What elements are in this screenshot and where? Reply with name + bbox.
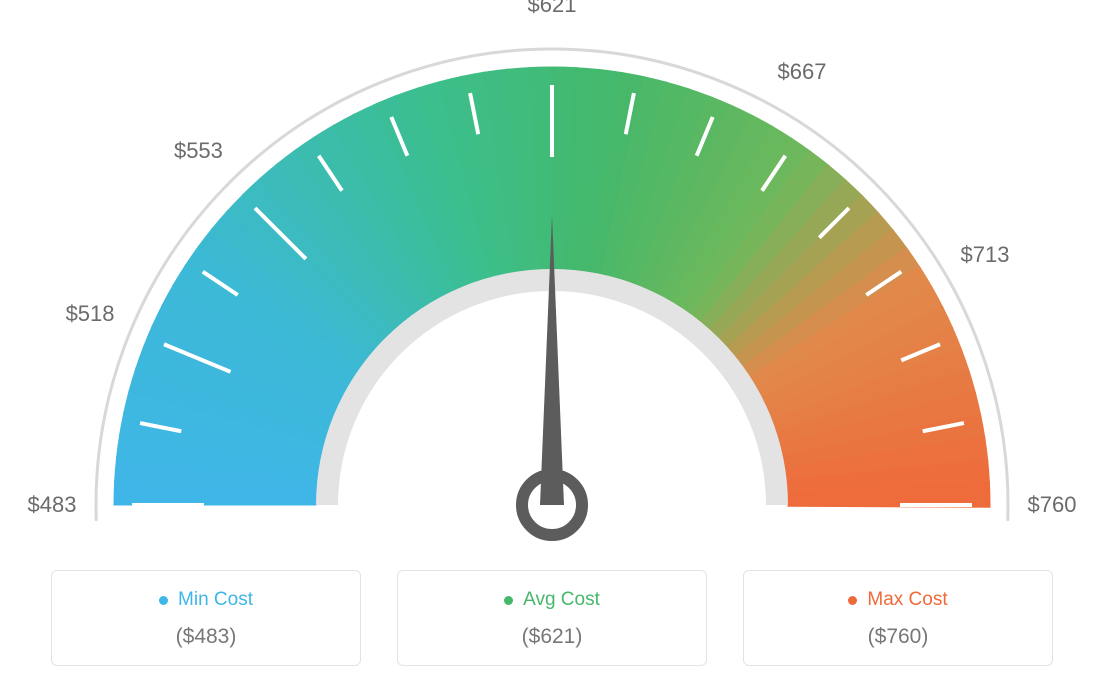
gauge-svg xyxy=(0,0,1104,570)
gauge-tick-label: $483 xyxy=(28,492,77,518)
legend-dot-min xyxy=(159,596,168,605)
legend-row: Min Cost ($483) Avg Cost ($621) Max Cost… xyxy=(0,570,1104,666)
legend-card-max: Max Cost ($760) xyxy=(743,570,1053,666)
gauge-tick-label: $713 xyxy=(961,242,1010,268)
cost-gauge: $483 $518 $553 $621 $667 $713 $760 xyxy=(0,0,1104,570)
gauge-tick-label: $760 xyxy=(1028,492,1077,518)
legend-dot-max xyxy=(848,596,857,605)
legend-title-min-text: Min Cost xyxy=(178,589,253,611)
legend-value-max: ($760) xyxy=(756,625,1040,649)
legend-value-avg: ($621) xyxy=(410,625,694,649)
legend-dot-avg xyxy=(504,596,513,605)
gauge-tick-label: $518 xyxy=(66,301,115,327)
legend-value-min: ($483) xyxy=(64,625,348,649)
legend-title-max: Max Cost xyxy=(848,589,947,611)
gauge-tick-label: $667 xyxy=(778,59,827,85)
legend-card-avg: Avg Cost ($621) xyxy=(397,570,707,666)
legend-card-min: Min Cost ($483) xyxy=(51,570,361,666)
legend-title-min: Min Cost xyxy=(159,589,253,611)
gauge-tick-label: $621 xyxy=(528,0,577,18)
legend-title-avg: Avg Cost xyxy=(504,589,600,611)
legend-title-max-text: Max Cost xyxy=(867,589,947,611)
legend-title-avg-text: Avg Cost xyxy=(523,589,600,611)
gauge-tick-label: $553 xyxy=(174,138,223,164)
